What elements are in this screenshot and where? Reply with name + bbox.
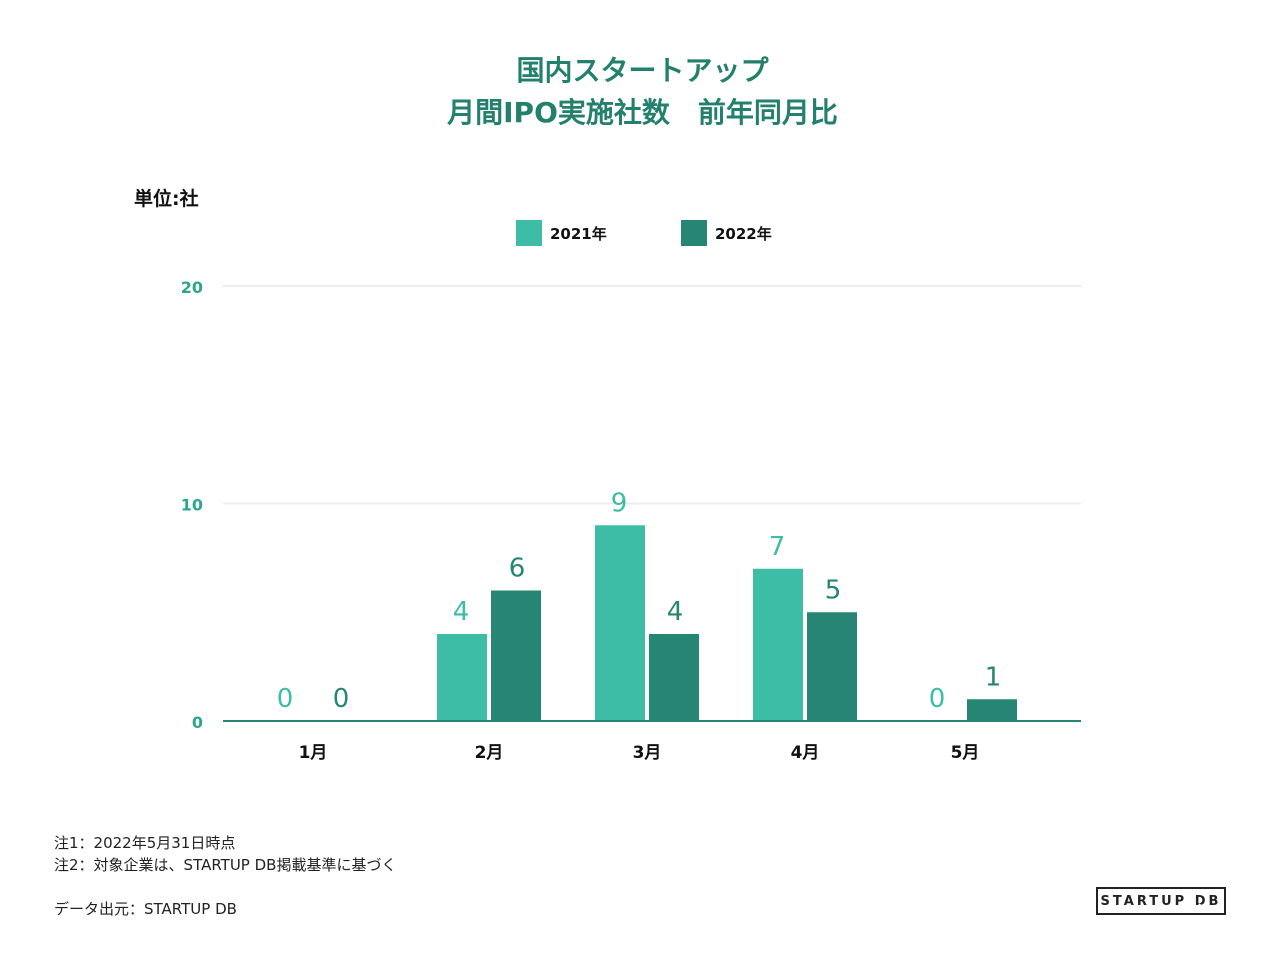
legend-label-2021: 2021年 <box>550 224 607 243</box>
data-label-2022年-5月: 1 <box>985 662 1002 692</box>
bar-2021年-3月 <box>595 525 645 721</box>
data-label-2021年-2月: 4 <box>453 597 470 627</box>
x-tick-label-2月: 2月 <box>475 743 504 763</box>
bar-2022年-2月 <box>491 590 541 721</box>
bar-chart: 0 10 20 0 0 1月 4 6 2月 9 4 3月 7 5 4月 0 1 5月 <box>181 278 1081 763</box>
logo-text: STARTUP DB <box>1100 893 1222 909</box>
bar-2021年-2月 <box>437 634 487 721</box>
chart-title: 国内スタートアップ 月間IPO実施社数 前年同月比 <box>0 50 1285 134</box>
bar-2022年-5月 <box>967 699 1017 721</box>
legend: 2021年 2022年 <box>0 220 1285 246</box>
data-label-2021年-5月: 0 <box>929 684 946 714</box>
legend-swatch-2021 <box>516 220 542 246</box>
note-1: 注1：2022年5月31日時点 <box>54 834 236 852</box>
bar-2022年-4月 <box>807 612 857 721</box>
bar-2021年-4月 <box>753 568 803 721</box>
data-label-2021年-1月: 0 <box>277 684 294 714</box>
unit-label: 単位:社 <box>134 188 199 210</box>
source-text: データ出元：STARTUP DB <box>54 900 237 918</box>
chart-title-line2: 月間IPO実施社数 前年同月比 <box>447 96 838 129</box>
y-tick-label-0: 0 <box>192 713 203 732</box>
legend-item-2022: 2022年 <box>681 220 772 246</box>
startup-db-logo: STARTUP DB <box>1096 887 1226 915</box>
data-label-2021年-3月: 9 <box>611 488 628 518</box>
data-label-2022年-1月: 0 <box>333 684 350 714</box>
data-label-2021年-4月: 7 <box>769 532 786 562</box>
legend-swatch-2022 <box>681 220 707 246</box>
legend-item-2021: 2021年 <box>516 220 607 246</box>
data-label-2022年-3月: 4 <box>667 597 684 627</box>
legend-label-2022: 2022年 <box>715 224 772 243</box>
x-tick-label-4月: 4月 <box>791 743 820 763</box>
data-label-2022年-4月: 5 <box>825 575 842 605</box>
notes: 注1：2022年5月31日時点 注2：対象企業は、STARTUP DB掲載基準に… <box>54 832 396 876</box>
bar-2022年-3月 <box>649 634 699 721</box>
x-tick-label-1月: 1月 <box>299 743 328 763</box>
x-tick-label-3月: 3月 <box>633 743 662 763</box>
data-label-2022年-2月: 6 <box>509 554 526 584</box>
y-tick-label-10: 10 <box>181 496 203 515</box>
note-2: 注2：対象企業は、STARTUP DB掲載基準に基づく <box>54 856 397 874</box>
y-tick-label-20: 20 <box>181 278 203 297</box>
chart-title-line1: 国内スタートアップ <box>516 54 769 87</box>
x-tick-label-5月: 5月 <box>951 743 980 763</box>
